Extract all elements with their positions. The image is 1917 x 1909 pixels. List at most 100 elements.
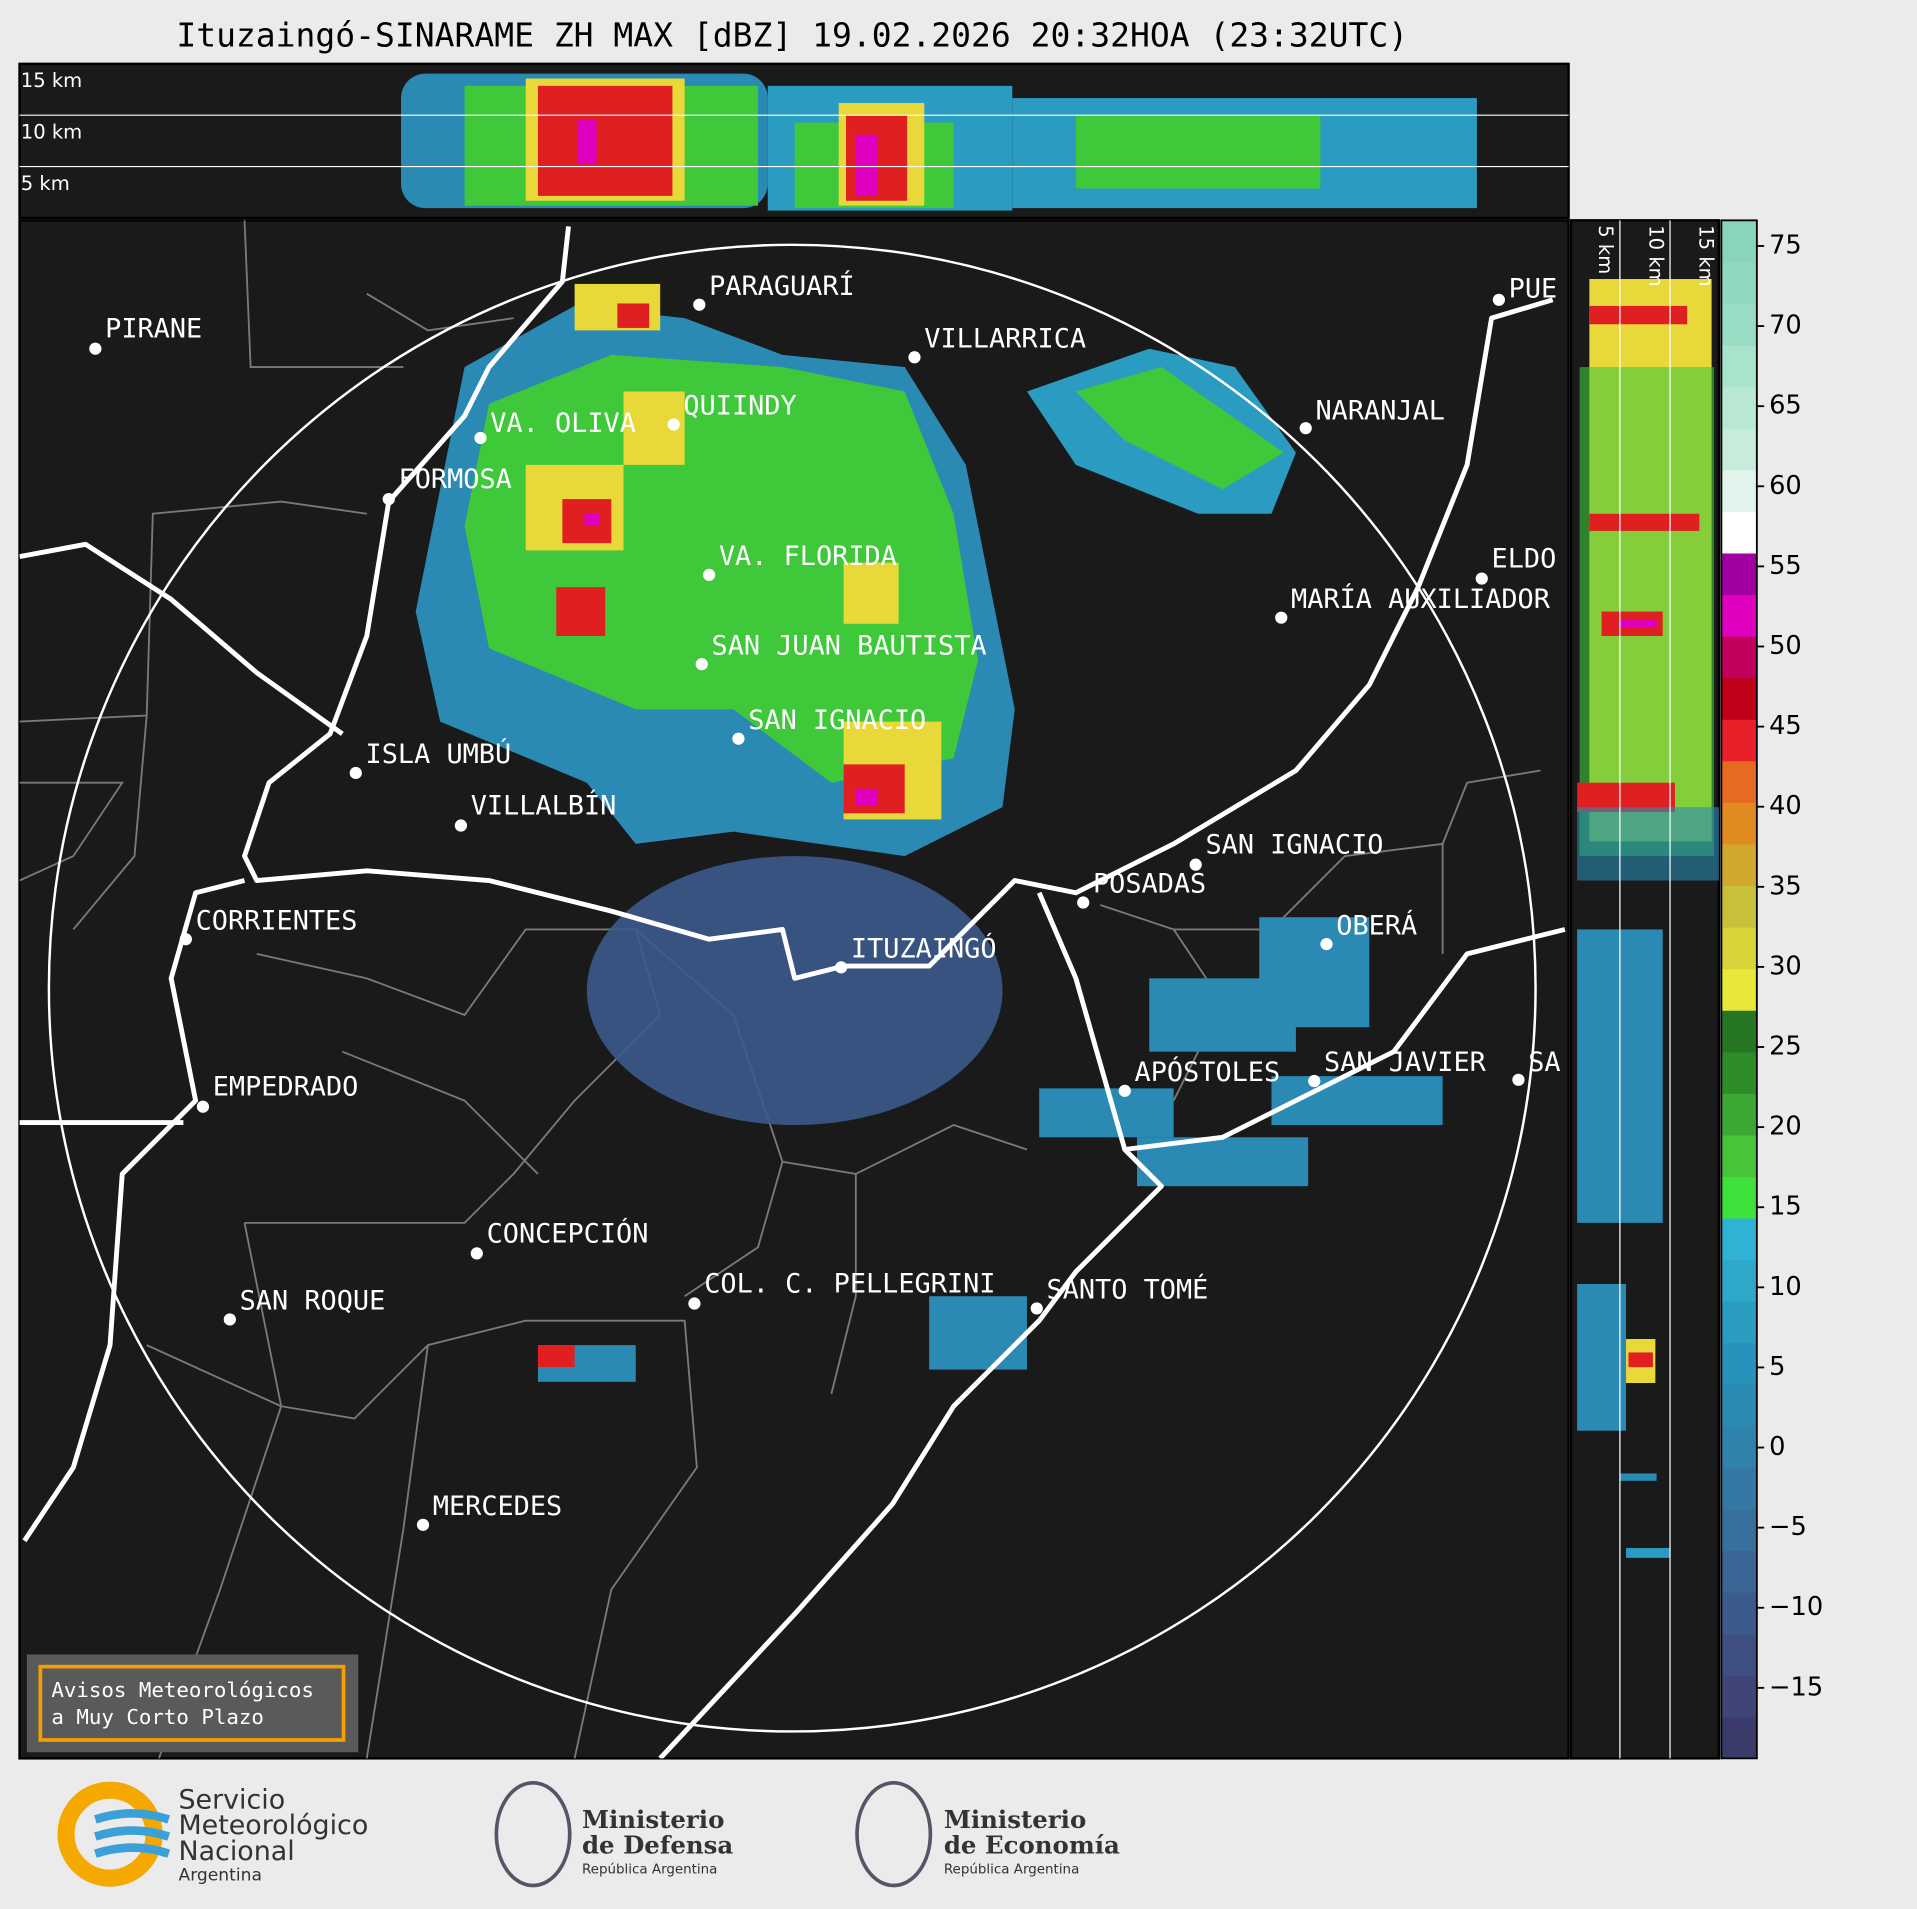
place-dot xyxy=(1308,1074,1321,1088)
place-label: VA. FLORIDA xyxy=(719,541,897,572)
echo-field xyxy=(415,283,1443,1382)
colorbar-tick-label: 20 xyxy=(1769,1112,1802,1142)
place-label: POSADAS xyxy=(1093,869,1206,900)
colorbar-segment xyxy=(1721,1467,1757,1510)
height-label: 5 km xyxy=(1594,225,1617,274)
place-label: MARÍA AUXILIADOR xyxy=(1291,583,1551,615)
range-ring xyxy=(47,243,1537,1733)
logo-text: Ministerio xyxy=(582,1805,724,1834)
place-dot xyxy=(835,961,848,974)
logo-text: de Economía xyxy=(944,1831,1120,1860)
place-dot xyxy=(1077,896,1090,909)
colorbar-segment xyxy=(1721,261,1757,305)
place-dot xyxy=(89,342,102,355)
place-label: SAN JAVIER xyxy=(1324,1047,1487,1078)
colorbar-tick-label: 25 xyxy=(1769,1032,1802,1062)
colorbar-tick-label: 0 xyxy=(1769,1432,1785,1462)
place-label: NARANJAL xyxy=(1315,396,1444,427)
colorbar-tick-label: 40 xyxy=(1769,791,1802,821)
place-dot xyxy=(688,1297,701,1310)
place-dot xyxy=(454,819,468,832)
colorbar-segment xyxy=(1721,1384,1757,1427)
colorbar-segment xyxy=(1721,511,1757,554)
rivers xyxy=(19,226,1566,1759)
colorbar-tick-label: 70 xyxy=(1769,311,1802,341)
place-dot xyxy=(196,1100,210,1113)
place-dot xyxy=(702,568,716,582)
place-dot xyxy=(1275,611,1288,624)
height-label: 15 km xyxy=(21,69,82,92)
side-echoes xyxy=(1577,279,1719,1558)
place-dot xyxy=(695,658,708,671)
place-dot xyxy=(179,933,192,946)
place-label: PUE xyxy=(1509,273,1558,304)
place-label: VILLALBÍN xyxy=(471,790,617,822)
place-dot xyxy=(416,1518,430,1531)
height-label: 5 km xyxy=(21,172,70,195)
colorbar-tick-label: 10 xyxy=(1769,1272,1802,1302)
place-dot xyxy=(693,298,706,311)
place-label: SAN IGNACIO xyxy=(1205,830,1383,861)
colorbar-segment xyxy=(1721,1675,1757,1718)
smn-logo: Servicio Meteorológico Nacional Argentin… xyxy=(57,1781,368,1887)
place-dot xyxy=(474,431,487,445)
place-dot xyxy=(1118,1084,1131,1097)
height-label: 10 km xyxy=(1644,225,1667,286)
colorbar-segment xyxy=(1721,1716,1757,1759)
colorbar-segment xyxy=(1721,1217,1757,1261)
warning-frame[interactable] xyxy=(38,1664,346,1742)
colorbar-segment xyxy=(1721,469,1757,512)
place-label: APÓSTOLES xyxy=(1135,1056,1281,1088)
colorbar-segment xyxy=(1721,552,1757,596)
economia-logo: Ministerio de Economía República Argenti… xyxy=(855,1780,1120,1888)
place-dot xyxy=(1030,1302,1043,1315)
place-label: SAN ROQUE xyxy=(240,1286,386,1317)
colorbar-segment xyxy=(1721,760,1757,803)
place-dot xyxy=(1299,422,1312,435)
place-label: ELDO xyxy=(1492,544,1557,575)
place-label: CORRIENTES xyxy=(196,905,358,936)
top-echoes xyxy=(401,73,1477,211)
colorbar-segment xyxy=(1721,885,1757,928)
place-label: ITUZAINGÓ xyxy=(851,933,997,965)
colorbar-tick-label: 45 xyxy=(1769,711,1802,741)
warning-panel xyxy=(26,1654,359,1753)
colorbar-tick-label: −15 xyxy=(1769,1672,1823,1702)
colorbar-frame xyxy=(1720,219,1758,1760)
place-label: QUIINDY xyxy=(683,391,796,422)
logo-text: Meteorológico xyxy=(178,1810,368,1841)
map-content: PIRANE PARAGUARÍ VILLARRICA NARANJAL VA. OLI… xyxy=(19,220,1566,1759)
place-label: FORMOSA xyxy=(399,464,512,495)
logo-text: Servicio xyxy=(178,1784,285,1815)
colorbar-tick-label: 60 xyxy=(1769,471,1802,501)
place-label: PIRANE xyxy=(105,314,202,345)
height-label: 15 km xyxy=(1694,225,1717,286)
warning-text: a Muy Corto Plazo xyxy=(51,1705,264,1729)
logo-text: Argentina xyxy=(178,1866,261,1886)
colorbar-tick-label: 15 xyxy=(1769,1192,1802,1222)
colorbar-tick-label: −5 xyxy=(1769,1512,1807,1542)
place-dot xyxy=(223,1313,236,1326)
colorbar-segment xyxy=(1721,968,1757,1011)
colorbar-tick-label: 75 xyxy=(1769,230,1802,260)
place-label: MERCEDES xyxy=(433,1491,562,1522)
colorbar-segment xyxy=(1721,677,1757,720)
logo-text: de Defensa xyxy=(582,1831,733,1860)
place-label: VA. OLIVA xyxy=(490,408,636,439)
logo-text: Ministerio xyxy=(944,1805,1086,1834)
colorbar-segment xyxy=(1721,719,1757,762)
colorbar-segment xyxy=(1721,926,1757,970)
colorbar-segment xyxy=(1721,1010,1757,1053)
colorbar-segment xyxy=(1721,303,1757,346)
place-dot xyxy=(732,732,745,745)
colorbar-tick-label: 30 xyxy=(1769,951,1802,981)
colorbar-segment xyxy=(1721,1301,1757,1344)
place-label: SANTO TOMÉ xyxy=(1047,1274,1209,1306)
colorbar-tick-label: 65 xyxy=(1769,391,1802,421)
colorbar-tick-label: 35 xyxy=(1769,871,1802,901)
place-label: ISLA UMBÚ xyxy=(366,738,512,770)
colorbar-segment xyxy=(1721,843,1757,887)
logo-text: República Argentina xyxy=(582,1861,717,1877)
